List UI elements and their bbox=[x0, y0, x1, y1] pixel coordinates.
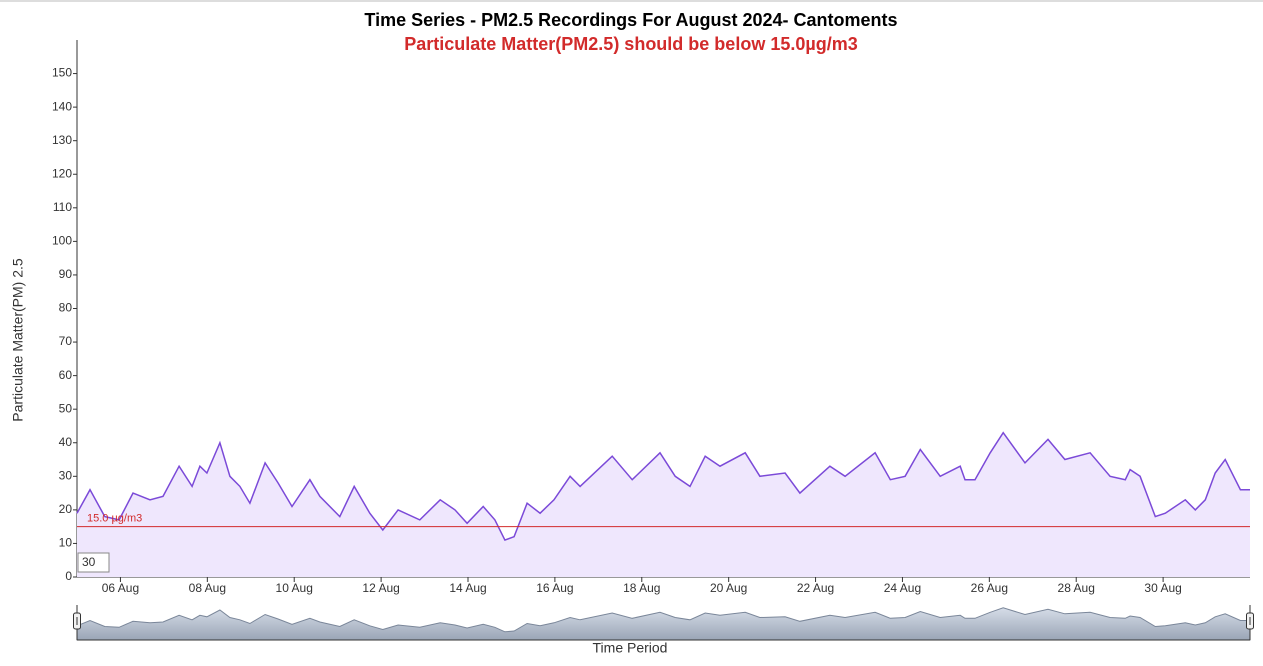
y-tick-label: 40 bbox=[59, 435, 73, 449]
y-tick-label: 0 bbox=[65, 569, 72, 583]
x-tick-label: 22 Aug bbox=[797, 581, 834, 595]
x-tick-label: 20 Aug bbox=[710, 581, 747, 595]
x-tick-label: 24 Aug bbox=[884, 581, 921, 595]
y-tick-label: 150 bbox=[52, 66, 72, 80]
threshold-label: 15.0 µg/m3 bbox=[87, 513, 142, 525]
y-axis-title: Particulate Matter(PM) 2.5 bbox=[10, 258, 26, 422]
chart-title: Time Series - PM2.5 Recordings For Augus… bbox=[364, 10, 897, 30]
x-tick-label: 10 Aug bbox=[276, 581, 313, 595]
x-tick-label: 06 Aug bbox=[102, 581, 139, 595]
x-axis-title: Time Period bbox=[593, 640, 668, 656]
x-tick-label: 28 Aug bbox=[1058, 581, 1095, 595]
y-tick-label: 90 bbox=[59, 267, 73, 281]
y-tick-label: 20 bbox=[59, 502, 73, 516]
y-tick-label: 100 bbox=[52, 234, 72, 248]
x-tick-label: 12 Aug bbox=[362, 581, 399, 595]
x-tick-label: 08 Aug bbox=[189, 581, 226, 595]
line bbox=[76, 431, 1250, 542]
y-tick-label: 80 bbox=[59, 301, 73, 315]
x-tick-label: 16 Aug bbox=[536, 581, 573, 595]
y-tick-label: 70 bbox=[59, 334, 73, 348]
range-input-value[interactable]: 30 bbox=[82, 555, 96, 569]
y-tick-label: 60 bbox=[59, 368, 73, 382]
y-tick-label: 50 bbox=[59, 401, 73, 415]
x-tick-label: 18 Aug bbox=[623, 581, 660, 595]
y-tick-label: 140 bbox=[52, 99, 72, 113]
x-tick-label: 26 Aug bbox=[971, 581, 1008, 595]
y-tick-label: 30 bbox=[59, 468, 73, 482]
y-tick-label: 10 bbox=[59, 536, 73, 550]
chart-subtitle: Particulate Matter(PM2.5) should be belo… bbox=[404, 34, 857, 54]
x-tick-label: 30 Aug bbox=[1144, 581, 1181, 595]
y-tick-label: 110 bbox=[53, 200, 72, 214]
y-tick-label: 120 bbox=[52, 166, 72, 180]
x-tick-label: 14 Aug bbox=[449, 581, 486, 595]
y-tick-label: 130 bbox=[52, 133, 72, 147]
range-input[interactable] bbox=[77, 552, 110, 573]
navigator-area bbox=[76, 607, 1251, 641]
area-fill bbox=[77, 432, 1250, 577]
